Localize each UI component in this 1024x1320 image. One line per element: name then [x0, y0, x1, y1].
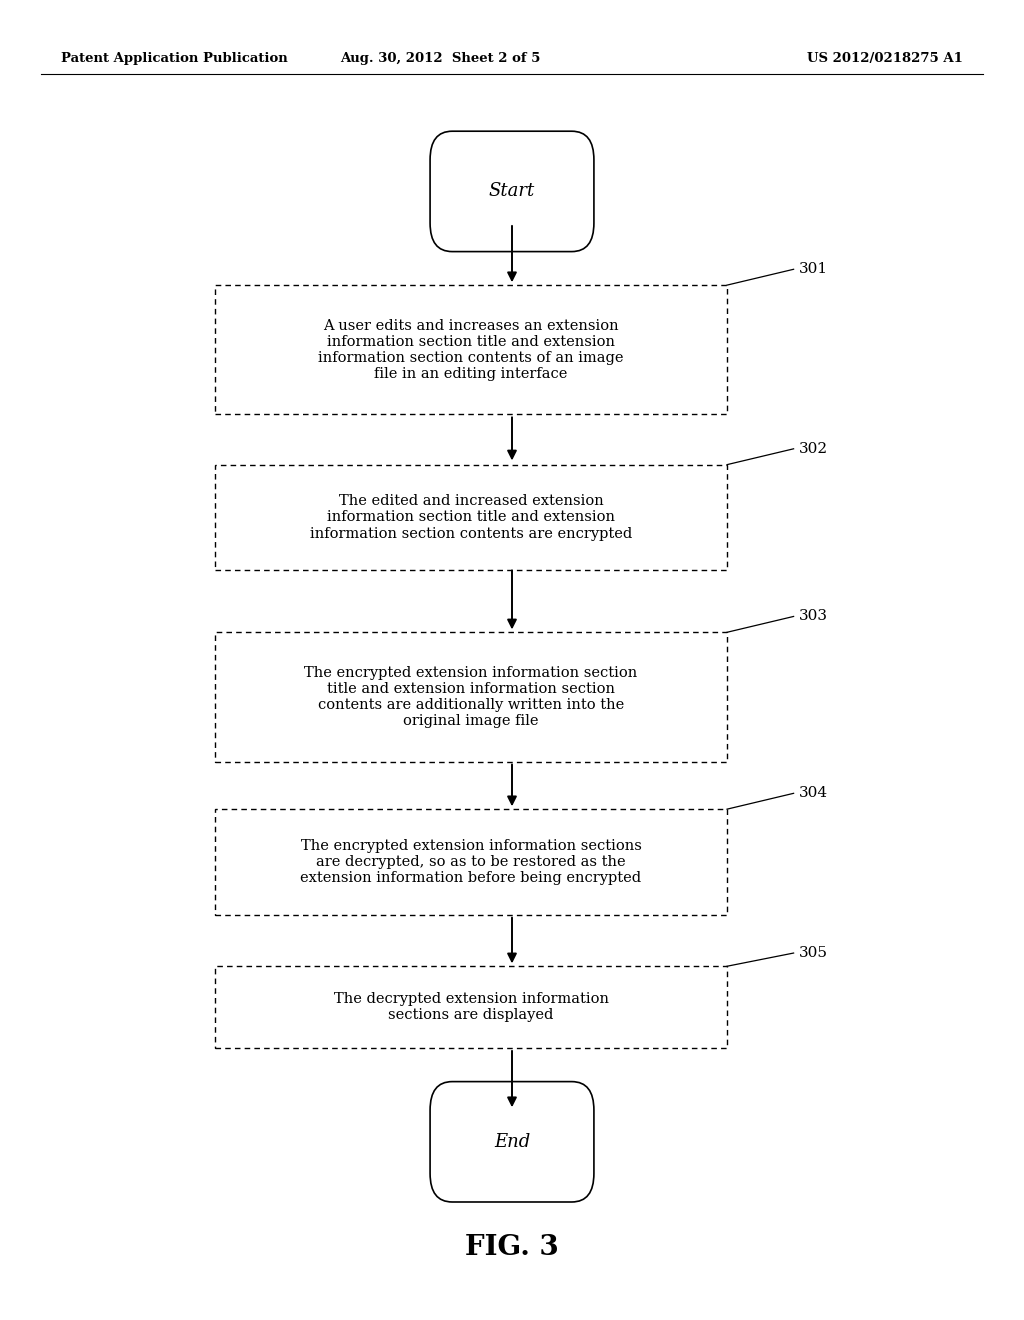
FancyBboxPatch shape: [215, 632, 727, 762]
FancyBboxPatch shape: [430, 131, 594, 252]
Text: 303: 303: [799, 610, 827, 623]
Text: The encrypted extension information section
title and extension information sect: The encrypted extension information sect…: [304, 665, 638, 729]
Text: The decrypted extension information
sections are displayed: The decrypted extension information sect…: [334, 993, 608, 1022]
FancyBboxPatch shape: [215, 966, 727, 1048]
Text: Start: Start: [488, 182, 536, 201]
FancyBboxPatch shape: [215, 809, 727, 915]
Text: Aug. 30, 2012  Sheet 2 of 5: Aug. 30, 2012 Sheet 2 of 5: [340, 51, 541, 65]
Text: 305: 305: [799, 946, 827, 960]
Text: 302: 302: [799, 442, 827, 455]
Text: Patent Application Publication: Patent Application Publication: [61, 51, 288, 65]
Text: US 2012/0218275 A1: US 2012/0218275 A1: [807, 51, 963, 65]
FancyBboxPatch shape: [215, 465, 727, 570]
Text: The edited and increased extension
information section title and extension
infor: The edited and increased extension infor…: [310, 494, 632, 541]
Text: A user edits and increases an extension
information section title and extension
: A user edits and increases an extension …: [318, 318, 624, 381]
FancyBboxPatch shape: [430, 1081, 594, 1203]
Text: FIG. 3: FIG. 3: [465, 1234, 559, 1261]
Text: 301: 301: [799, 263, 827, 276]
Text: 304: 304: [799, 787, 827, 800]
FancyBboxPatch shape: [215, 285, 727, 414]
Text: The encrypted extension information sections
are decrypted, so as to be restored: The encrypted extension information sect…: [300, 838, 642, 886]
Text: End: End: [494, 1133, 530, 1151]
